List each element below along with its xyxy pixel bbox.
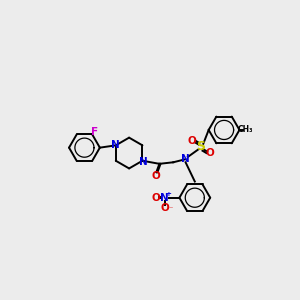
Text: O: O [151, 171, 160, 181]
Text: O: O [188, 136, 196, 146]
Text: O: O [152, 193, 161, 203]
Text: O: O [206, 148, 214, 158]
Text: F: F [91, 127, 98, 137]
Text: +: + [166, 191, 172, 197]
Text: S: S [196, 140, 206, 153]
Text: ⁻: ⁻ [168, 204, 172, 213]
Text: N: N [181, 154, 190, 164]
Text: N: N [139, 157, 148, 166]
Text: O: O [160, 203, 169, 214]
Text: N: N [111, 140, 119, 150]
Text: N: N [160, 193, 169, 203]
Text: CH₃: CH₃ [238, 125, 254, 134]
